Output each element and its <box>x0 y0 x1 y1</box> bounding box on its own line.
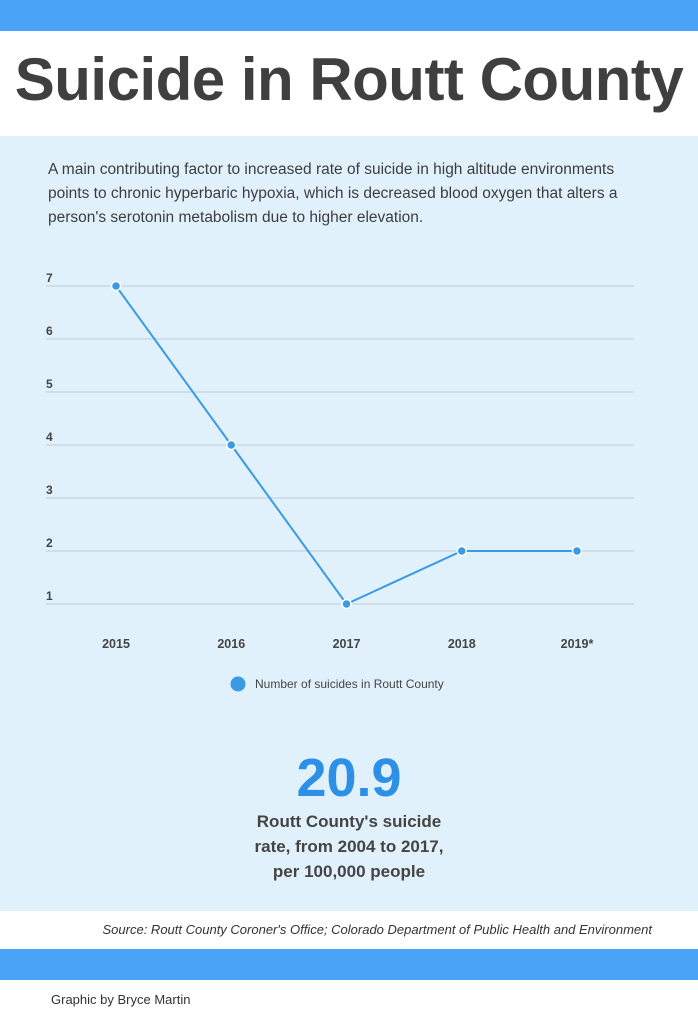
x-tick-label: 2016 <box>217 637 245 651</box>
data-point <box>341 598 352 610</box>
y-tick-label: 3 <box>46 483 53 497</box>
x-tick-label: 2019* <box>561 637 594 651</box>
source-area <box>0 911 698 949</box>
page-title: Suicide in Routt County <box>14 46 684 113</box>
chart-series <box>110 280 583 610</box>
chart-legend: Number of suicides in Routt County <box>230 676 444 692</box>
legend-label: Number of suicides in Routt County <box>255 677 444 691</box>
x-tick-label: 2018 <box>448 637 476 651</box>
y-tick-label: 1 <box>46 589 53 603</box>
intro-paragraph: A main contributing factor to increased … <box>48 161 618 226</box>
caption-line: per 100,000 people <box>272 862 426 881</box>
content-panel <box>0 136 698 911</box>
y-tick-label: 4 <box>46 430 53 444</box>
data-point <box>226 439 237 451</box>
suicide-rate-caption: Routt County's suicide rate, from 2004 t… <box>0 809 698 884</box>
title-area <box>0 31 698 136</box>
x-tick-label: 2015 <box>102 637 130 651</box>
source-note: Source: Routt County Coroner's Office; C… <box>102 922 652 937</box>
legend-marker <box>230 676 246 692</box>
data-point <box>456 545 467 557</box>
y-tick-label: 5 <box>46 377 53 391</box>
x-tick-label: 2017 <box>333 637 361 651</box>
bottom-accent-bar <box>0 949 698 980</box>
chart-y-ticks: 1 2 3 4 5 6 7 <box>46 271 53 603</box>
graphic-credit: Graphic by Bryce Martin <box>51 992 191 1007</box>
chart-gridlines <box>46 285 634 605</box>
suicide-rate-value: 20.9 <box>296 748 402 808</box>
y-tick-label: 7 <box>46 271 53 285</box>
y-tick-label: 2 <box>46 536 53 550</box>
line-chart: 1 2 3 4 5 6 7 2015 2016 2017 2018 2019* Number of … <box>46 271 634 692</box>
data-point <box>110 280 122 292</box>
data-point <box>571 545 583 557</box>
top-accent-bar <box>0 0 698 31</box>
y-tick-label: 6 <box>46 324 53 338</box>
caption-line: Routt County's suicide <box>256 812 442 831</box>
chart-x-ticks: 2015 2016 2017 2018 2019* <box>102 637 593 651</box>
caption-line: rate, from 2004 to 2017, <box>254 837 444 856</box>
